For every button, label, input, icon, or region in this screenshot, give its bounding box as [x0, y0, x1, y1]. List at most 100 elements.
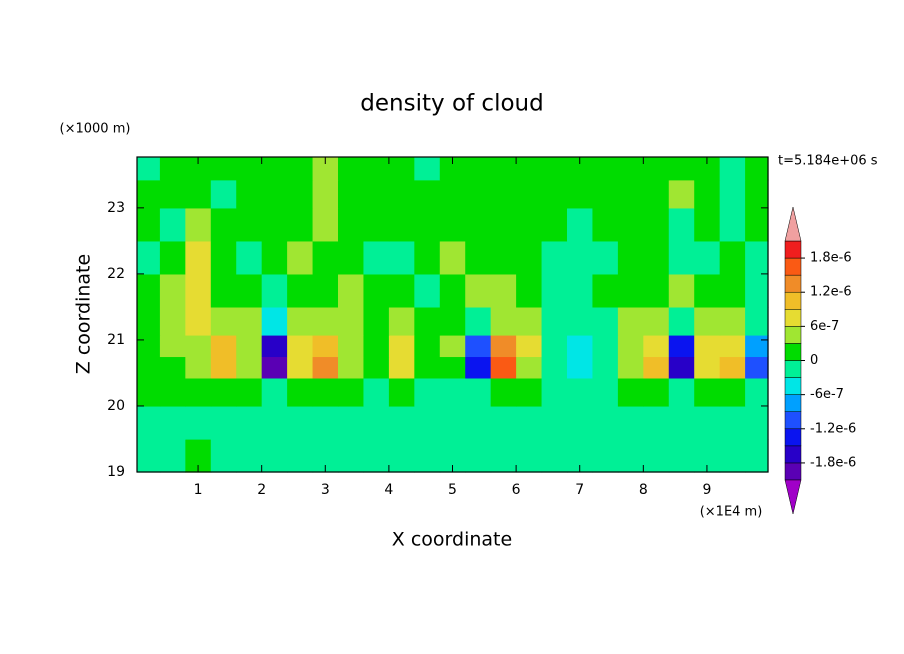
contour-cell — [287, 207, 314, 242]
contour-cell — [668, 240, 695, 275]
contour-cell — [210, 405, 237, 440]
contour-cell — [668, 356, 695, 379]
contour-cell — [236, 240, 263, 275]
contour-cell — [414, 240, 441, 275]
contour-cell — [414, 207, 441, 242]
contour-cell — [236, 207, 263, 242]
contour-cell — [312, 179, 339, 209]
x-tick-label: 5 — [448, 482, 457, 498]
contour-cell — [159, 273, 186, 308]
contour-cell — [592, 157, 619, 181]
contour-cell — [363, 273, 390, 308]
contour-cell — [287, 306, 314, 336]
contour-cell — [643, 273, 670, 308]
contour-cell — [261, 334, 288, 358]
contour-cell — [719, 179, 746, 209]
contour-cell — [137, 356, 161, 379]
contour-cell — [137, 438, 161, 473]
contour-cell — [541, 273, 568, 308]
contour-cell — [541, 157, 568, 181]
contour-cell — [490, 207, 517, 242]
contour-cell — [363, 377, 390, 407]
contour-cell — [287, 240, 314, 275]
x-tick-label: 7 — [575, 482, 584, 498]
contour-cell — [236, 334, 263, 358]
contour-cell — [516, 356, 543, 379]
contour-cell — [745, 356, 769, 379]
contour-cell — [312, 405, 339, 440]
contour-cell — [745, 273, 769, 308]
contour-cell — [159, 377, 186, 407]
contour-cell — [516, 306, 543, 336]
contour-cell — [312, 334, 339, 358]
contour-cell — [668, 438, 695, 473]
contour-cell — [694, 157, 721, 181]
contour-cell — [643, 377, 670, 407]
contour-cell — [592, 273, 619, 308]
contour-cell — [388, 356, 415, 379]
contour-cell — [617, 207, 644, 242]
contour-cell — [745, 240, 769, 275]
contour-cell — [465, 207, 492, 242]
contour-cell — [541, 306, 568, 336]
colorbar-band — [784, 240, 802, 259]
contour-cell — [465, 273, 492, 308]
colorbar-band — [784, 462, 802, 481]
contour-cell — [210, 179, 237, 209]
contour-cell — [261, 207, 288, 242]
contour-cell — [566, 207, 594, 242]
contour-cell — [668, 306, 695, 336]
contour-cell — [516, 240, 543, 275]
contour-cell — [566, 405, 594, 440]
contour-cell — [185, 377, 212, 407]
contour-cell — [719, 405, 746, 440]
colorbar-band — [784, 326, 802, 344]
contour-cell — [719, 157, 746, 181]
contour-cell — [439, 306, 466, 336]
contour-cell — [490, 240, 517, 275]
contour-cell — [541, 207, 568, 242]
contour-cell — [261, 306, 288, 336]
contour-cell — [185, 356, 212, 379]
contour-cell — [236, 306, 263, 336]
contour-cell — [694, 207, 721, 242]
contour-cell — [363, 179, 390, 209]
contour-cell — [592, 377, 619, 407]
contour-cell — [592, 306, 619, 336]
contour-cell — [185, 273, 212, 308]
contour-cell — [439, 240, 466, 275]
colorbar-band — [784, 394, 802, 412]
colorbar-band — [784, 428, 802, 447]
contour-cell — [490, 356, 517, 379]
contour-cell — [490, 157, 517, 181]
contour-cell — [363, 438, 390, 473]
contour-cell — [694, 273, 721, 308]
contour-cell — [338, 273, 365, 308]
contour-cell — [566, 157, 594, 181]
contour-cell — [287, 377, 314, 407]
contour-cell — [185, 405, 212, 440]
contour-cell — [643, 356, 670, 379]
contour-cell — [159, 438, 186, 473]
contour-cell — [439, 273, 466, 308]
contour-cell — [261, 157, 288, 181]
contour-cell — [414, 438, 441, 473]
contour-cell — [312, 240, 339, 275]
contour-cell — [363, 306, 390, 336]
contour-cell — [210, 356, 237, 379]
contour-cell — [363, 240, 390, 275]
contour-cell — [414, 377, 441, 407]
contour-cell — [287, 157, 314, 181]
contour-cell — [745, 438, 769, 473]
contour-cell — [490, 306, 517, 336]
contour-cell — [388, 157, 415, 181]
contour-cell — [439, 334, 466, 358]
contour-cell — [516, 273, 543, 308]
contour-cell — [592, 405, 619, 440]
contour-cell — [439, 377, 466, 407]
contour-cell — [159, 179, 186, 209]
contour-cell — [516, 157, 543, 181]
contour-cell — [516, 207, 543, 242]
contour-cell — [414, 356, 441, 379]
